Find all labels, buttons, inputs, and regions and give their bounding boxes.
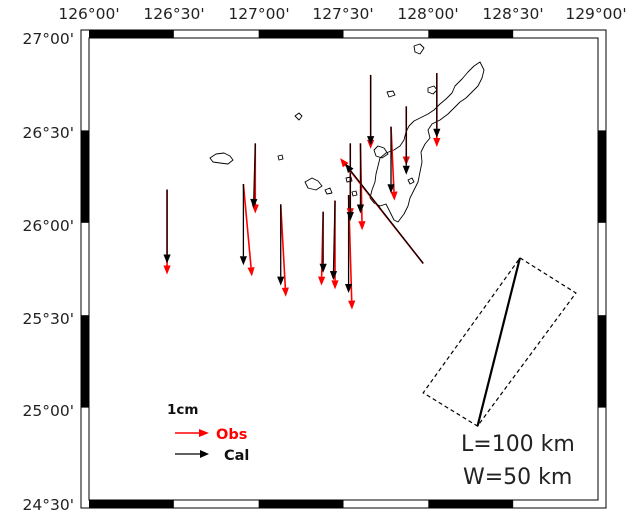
- lon-label-126-30: 126°30': [143, 5, 204, 23]
- cal-vector-3: [277, 204, 285, 286]
- fault-top-edge: [476, 257, 522, 427]
- cal-vector-11: [402, 106, 410, 175]
- cal-vector-5: [329, 200, 338, 281]
- coastlines: [209, 43, 485, 223]
- izena-island-coast: [427, 85, 438, 95]
- obs-vector-1: [242, 183, 255, 277]
- top-axis-labels: 126°00' 126°30' 127°00' 127°30' 128°00' …: [58, 5, 626, 23]
- cal-vector-7: [346, 143, 354, 221]
- lon-label-127-30: 127°30': [312, 5, 373, 23]
- lat-label-26-00: 26°00': [23, 217, 74, 235]
- ie-island-coast: [386, 90, 396, 98]
- motobu-peninsula-coast: [373, 145, 389, 159]
- lon-label-128-30: 128°30': [482, 5, 543, 23]
- fault-width-text: W=50 km: [463, 465, 572, 490]
- okinawa-main-island-coast: [369, 61, 485, 223]
- cal-vector-9: [367, 74, 375, 146]
- displacement-vectors: [163, 73, 441, 310]
- frame-checker-bars: [81, 30, 606, 508]
- fault-plane-outline: [422, 257, 577, 427]
- fault-plane: [422, 257, 577, 427]
- obs-vector-3: [279, 204, 289, 297]
- cal-vector-4: [319, 211, 327, 273]
- kume-island-coast: [209, 152, 234, 165]
- lat-label-25-30: 25°30': [23, 310, 74, 328]
- fault-length-text: L=100 km: [461, 432, 575, 457]
- lat-label-24-30: 24°30': [23, 496, 74, 514]
- cal-vector-2: [250, 143, 258, 209]
- tonaki-island-coast: [277, 154, 284, 161]
- lat-label-27-00: 27°00': [23, 30, 74, 48]
- lon-label-128-00: 128°00': [397, 5, 458, 23]
- aguni-island-coast: [294, 112, 303, 121]
- cal-vector-1: [239, 183, 247, 266]
- lon-label-127-00: 127°00': [228, 5, 289, 23]
- iheya-island-coast: [413, 43, 425, 55]
- lat-label-26-30: 26°30': [23, 124, 74, 142]
- kerama-islands-coast: [304, 176, 358, 197]
- legend-obs-label: Obs: [216, 427, 247, 443]
- lon-label-126-00: 126°00': [58, 5, 119, 23]
- legend-cal-arrow: [175, 450, 209, 458]
- legend-obs-arrow: [175, 429, 209, 437]
- fault-parameters: L=100 km W=50 km: [461, 432, 575, 490]
- lat-label-25-00: 25°00': [23, 402, 74, 420]
- cal-vector-8: [356, 143, 365, 214]
- lon-label-129-00: 129°00': [565, 5, 626, 23]
- cal-vector-12: [433, 73, 441, 138]
- legend: 1cm Obs Cal: [167, 402, 249, 464]
- left-axis-labels: 27°00' 26°30' 26°00' 25°30' 25°00' 24°30…: [23, 30, 74, 514]
- cal-vector-0: [163, 189, 171, 264]
- legend-cal-label: Cal: [224, 448, 249, 464]
- legend-scale-label: 1cm: [167, 402, 198, 418]
- tsuken-island-coast: [407, 177, 415, 185]
- cal-vector-10: [387, 126, 395, 194]
- cal-vector-13: [345, 163, 424, 264]
